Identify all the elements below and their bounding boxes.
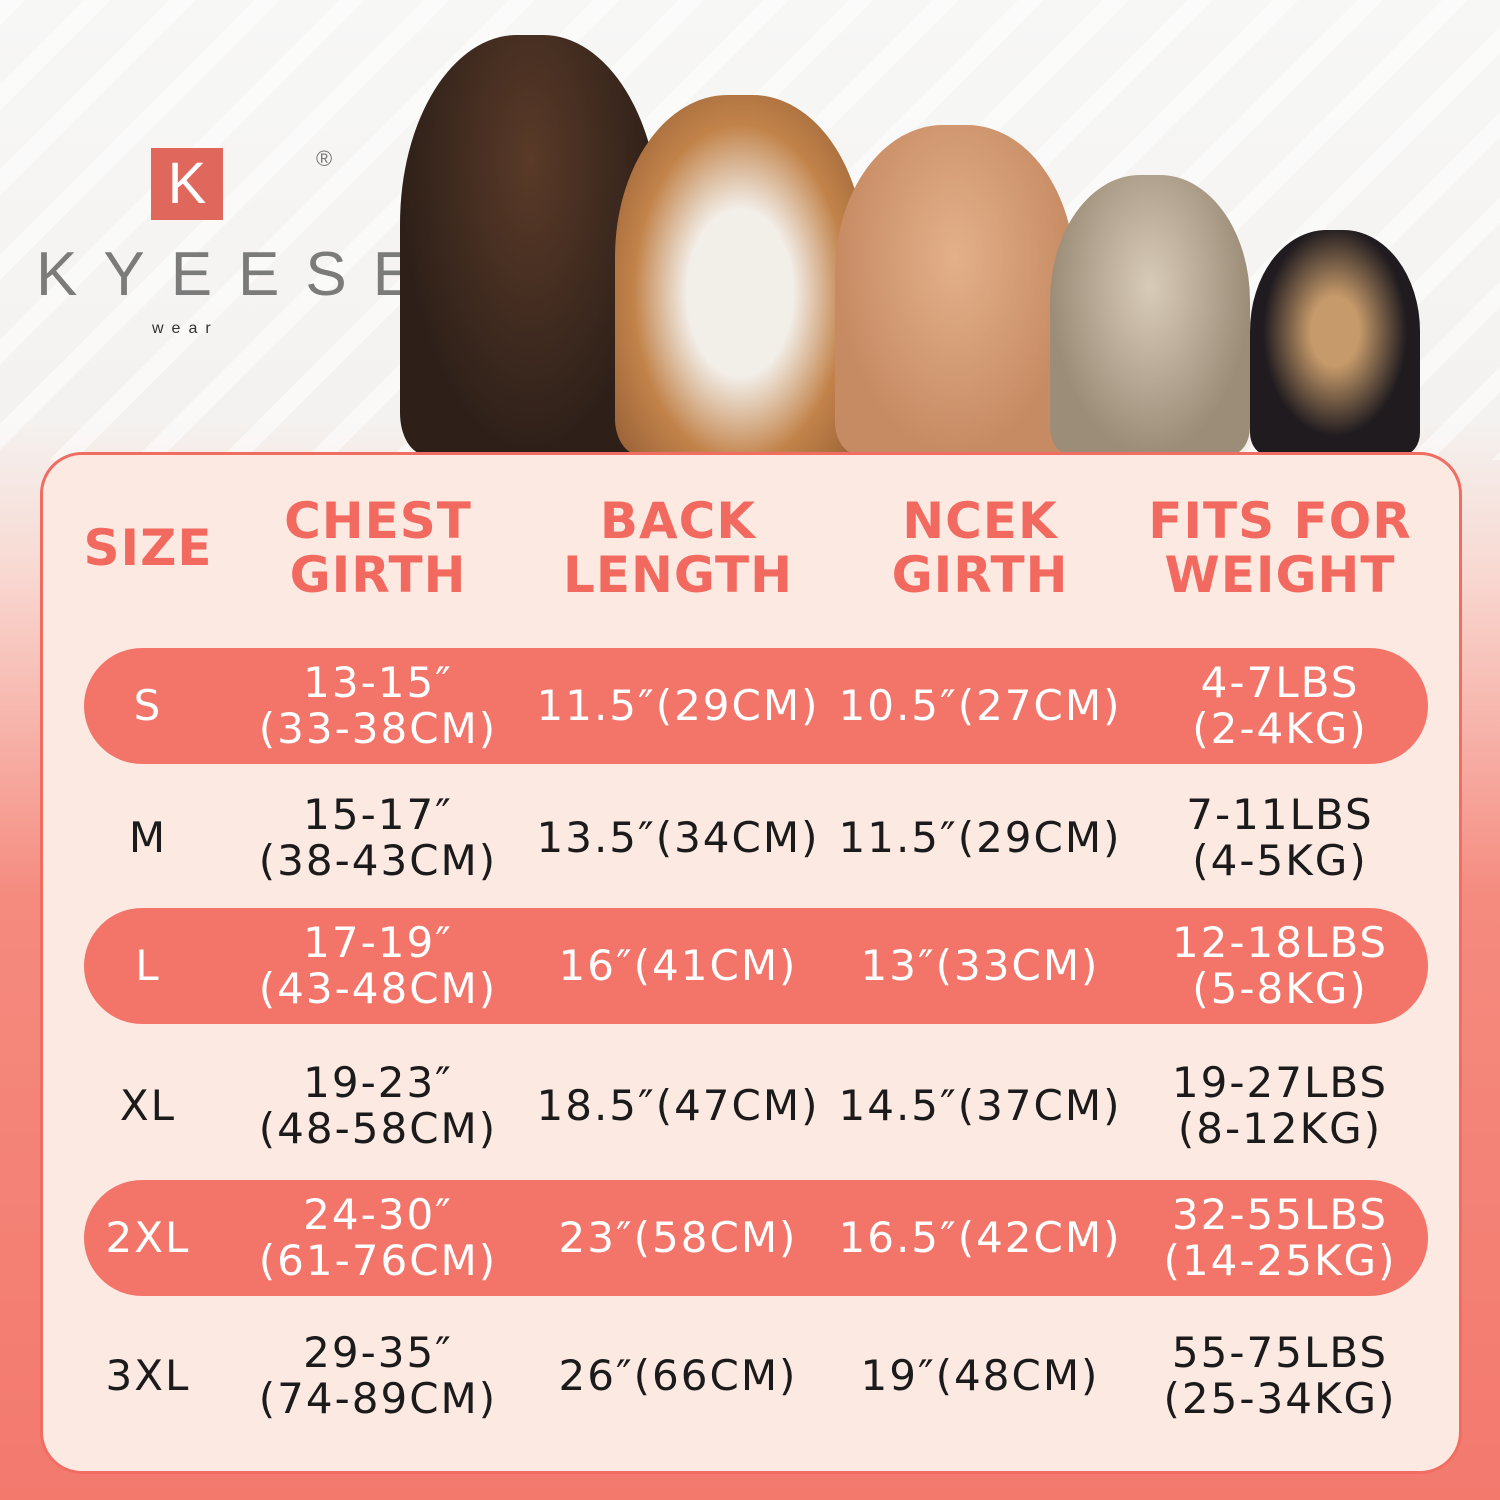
header-back: BACK LENGTH bbox=[528, 494, 828, 602]
highlight-band bbox=[84, 908, 1428, 1024]
brand-name: KYEESE bbox=[36, 240, 441, 309]
cell-chest-text: 19-23″ bbox=[303, 1058, 453, 1107]
cell-weight-text: 12-18LBS bbox=[1171, 918, 1389, 967]
cell-size: 2XL bbox=[0, 1215, 298, 1261]
cell-size: L bbox=[0, 943, 298, 989]
header-chest: CHEST GIRTH bbox=[228, 494, 528, 602]
cell-back: 23″(58CM) bbox=[528, 1215, 828, 1261]
cell-neck: 14.5″(37CM) bbox=[830, 1083, 1130, 1129]
cell-weight: 12-18LBS (5-8KG) bbox=[1130, 920, 1430, 1012]
cell-weight-text: (4-5KG) bbox=[1192, 836, 1368, 885]
terrier-image bbox=[1050, 175, 1250, 455]
highlight-band bbox=[84, 1180, 1428, 1296]
cell-weight-text: 7-11LBS bbox=[1186, 790, 1374, 839]
cell-chest-text: (48-58CM) bbox=[258, 1104, 498, 1153]
cell-neck-text: 13″(33CM) bbox=[860, 941, 1100, 990]
cell-chest: 19-23″ (48-58CM) bbox=[228, 1060, 528, 1152]
cell-chest-text: (74-89CM) bbox=[258, 1374, 498, 1423]
registered-mark: ® bbox=[316, 146, 333, 171]
cell-back-text: 18.5″(47CM) bbox=[536, 1081, 820, 1130]
cell-weight-text: 32-55LBS bbox=[1171, 1190, 1389, 1239]
brand-logo: K ® KYEESE wear bbox=[30, 140, 414, 350]
cell-weight: 7-11LBS (4-5KG) bbox=[1130, 792, 1430, 884]
cell-chest-text: (61-76CM) bbox=[258, 1236, 498, 1285]
cell-weight-text: 19-27LBS bbox=[1171, 1058, 1389, 1107]
cell-back: 13.5″(34CM) bbox=[528, 815, 828, 861]
cell-weight-text: (2-4KG) bbox=[1192, 704, 1368, 753]
cell-chest-text: 13-15″ bbox=[303, 658, 453, 707]
cell-neck-text: 19″(48CM) bbox=[860, 1351, 1100, 1400]
header-back-text: LENGTH bbox=[563, 546, 793, 604]
cell-neck: 13″(33CM) bbox=[830, 943, 1130, 989]
cell-chest: 13-15″ (33-38CM) bbox=[228, 660, 528, 752]
cell-back-text: 23″(58CM) bbox=[558, 1213, 798, 1262]
cell-chest: 24-30″ (61-76CM) bbox=[228, 1192, 528, 1284]
cell-size-text: L bbox=[135, 941, 161, 990]
cell-neck-text: 10.5″(27CM) bbox=[838, 681, 1122, 730]
cell-weight: 4-7LBS (2-4KG) bbox=[1130, 660, 1430, 752]
cell-neck: 10.5″(27CM) bbox=[830, 683, 1130, 729]
cell-size: 3XL bbox=[0, 1353, 298, 1399]
cell-back-text: 26″(66CM) bbox=[558, 1351, 798, 1400]
cell-chest-text: 29-35″ bbox=[303, 1328, 453, 1377]
cell-neck-text: 16.5″(42CM) bbox=[838, 1213, 1122, 1262]
cell-back: 16″(41CM) bbox=[528, 943, 828, 989]
chihuahua-image bbox=[1250, 230, 1420, 455]
cell-neck: 11.5″(29CM) bbox=[830, 815, 1130, 861]
cell-chest: 15-17″ (38-43CM) bbox=[228, 792, 528, 884]
cell-weight-text: (8-12KG) bbox=[1177, 1104, 1383, 1153]
dogs-photo bbox=[390, 30, 1450, 455]
cell-weight-text: 55-75LBS bbox=[1171, 1328, 1389, 1377]
header-size-text: SIZE bbox=[83, 519, 213, 577]
cell-chest-text: (33-38CM) bbox=[258, 704, 498, 753]
cell-back: 26″(66CM) bbox=[528, 1353, 828, 1399]
cell-chest-text: (43-48CM) bbox=[258, 964, 498, 1013]
brand-sub: wear bbox=[152, 320, 219, 337]
cell-weight: 19-27LBS (8-12KG) bbox=[1130, 1060, 1430, 1152]
cell-chest-text: 24-30″ bbox=[303, 1190, 453, 1239]
header-chest-text: GIRTH bbox=[289, 546, 467, 604]
header-back-text: BACK bbox=[599, 492, 757, 550]
cell-back: 11.5″(29CM) bbox=[528, 683, 828, 729]
header-weight: FITS FOR WEIGHT bbox=[1130, 494, 1430, 602]
cell-back: 18.5″(47CM) bbox=[528, 1083, 828, 1129]
cell-weight: 32-55LBS (14-25KG) bbox=[1130, 1192, 1430, 1284]
cell-back-text: 11.5″(29CM) bbox=[536, 681, 820, 730]
cell-back-text: 16″(41CM) bbox=[558, 941, 798, 990]
cell-weight: 55-75LBS (25-34KG) bbox=[1130, 1330, 1430, 1422]
cell-size: XL bbox=[0, 1083, 298, 1129]
cell-chest: 17-19″ (43-48CM) bbox=[228, 920, 528, 1012]
header-neck: NCEK GIRTH bbox=[830, 494, 1130, 602]
cell-back-text: 13.5″(34CM) bbox=[536, 813, 820, 862]
header-chest-text: CHEST bbox=[284, 492, 472, 550]
cell-neck-text: 14.5″(37CM) bbox=[838, 1081, 1122, 1130]
cell-chest-text: 15-17″ bbox=[303, 790, 453, 839]
cell-size-text: S bbox=[133, 681, 163, 730]
cell-neck-text: 11.5″(29CM) bbox=[838, 813, 1122, 862]
cell-size-text: XL bbox=[119, 1081, 177, 1130]
header-neck-text: GIRTH bbox=[891, 546, 1069, 604]
poodle-image bbox=[835, 125, 1075, 455]
cell-neck: 19″(48CM) bbox=[830, 1353, 1130, 1399]
header-weight-text: FITS FOR bbox=[1148, 492, 1412, 550]
header-size: SIZE bbox=[0, 521, 298, 575]
cell-size: S bbox=[0, 683, 298, 729]
header-weight-text: WEIGHT bbox=[1164, 546, 1396, 604]
cell-chest: 29-35″ (74-89CM) bbox=[228, 1330, 528, 1422]
cell-size-text: 3XL bbox=[105, 1351, 191, 1400]
cell-size: M bbox=[0, 815, 298, 861]
highlight-band bbox=[84, 648, 1428, 764]
cell-chest-text: (38-43CM) bbox=[258, 836, 498, 885]
cell-weight-text: (25-34KG) bbox=[1163, 1374, 1397, 1423]
cell-size-text: M bbox=[128, 813, 168, 862]
beagle-image bbox=[615, 95, 865, 455]
cell-weight-text: 4-7LBS bbox=[1200, 658, 1360, 707]
logo-k-mark: K bbox=[151, 148, 223, 220]
cell-weight-text: (5-8KG) bbox=[1192, 964, 1368, 1013]
cell-size-text: 2XL bbox=[105, 1213, 191, 1262]
header-neck-text: NCEK bbox=[902, 492, 1058, 550]
cell-weight-text: (14-25KG) bbox=[1163, 1236, 1397, 1285]
cell-chest-text: 17-19″ bbox=[303, 918, 453, 967]
cell-neck: 16.5″(42CM) bbox=[830, 1215, 1130, 1261]
